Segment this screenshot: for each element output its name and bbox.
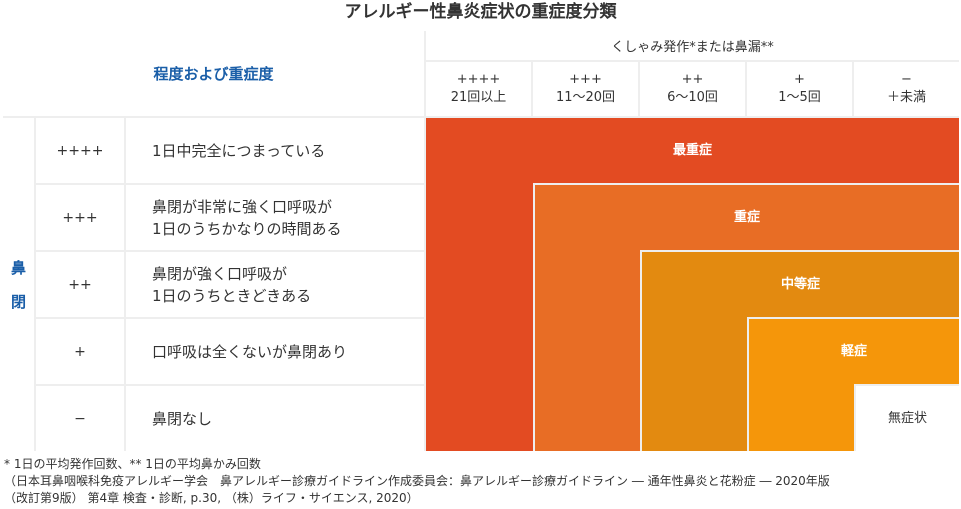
severity-table: 程度および重症度 くしゃみ発作*または鼻漏** ++++ 21回以上 +++ 1… [3, 31, 959, 451]
row-symbol: +++ [36, 185, 124, 250]
row-symbol: ++++ [36, 118, 124, 183]
column-header: ++ 6〜10回 [640, 62, 745, 116]
row-symbol: ++ [36, 252, 124, 317]
column-range: 21回以上 [450, 90, 507, 105]
column-range: ＋未満 [886, 90, 926, 105]
row-symbol: − [36, 386, 124, 451]
column-range: 11〜20回 [555, 90, 616, 105]
column-range: 1〜5回 [778, 90, 821, 105]
row-description: 鼻閉なし [126, 386, 424, 451]
footnote-definition: * 1日の平均発作回数、** 1日の平均鼻かみ回数 [4, 457, 261, 471]
column-header: − ＋未満 [854, 62, 959, 116]
column-header: ++++ 21回以上 [426, 62, 531, 116]
column-range: 6〜10回 [667, 90, 718, 105]
column-header: +++ 11〜20回 [533, 62, 638, 116]
degree-header: 程度および重症度 [3, 31, 424, 116]
row-description: 鼻閉が強く口呼吸が 1日のうちときどきある [126, 252, 424, 317]
page-title: アレルギー性鼻炎症状の重症度分類 [344, 2, 617, 22]
column-header: + 1〜5回 [747, 62, 852, 116]
severity-none: 無症状 [854, 384, 959, 451]
column-symbol: − [901, 72, 912, 87]
footnote-source-cont: （改訂第9版） 第4章 検査・診断, p.30, （株）ライフ・サイエンス, 2… [4, 491, 419, 505]
column-symbol: ++ [681, 72, 704, 87]
column-symbol: +++ [569, 72, 602, 87]
row-symbol: + [36, 319, 124, 384]
sneeze-header: くしゃみ発作*または鼻漏** [426, 31, 959, 60]
nasal-obstruction-label: 鼻 閉 [3, 118, 34, 451]
footnote-source: （日本耳鼻咽喉科免疫アレルギー学会 鼻アレルギー診療ガイドライン作成委員会：鼻ア… [4, 474, 830, 488]
row-description: 1日中完全につまっている [126, 118, 424, 183]
column-symbol: ++++ [456, 72, 501, 87]
column-symbol: + [794, 72, 805, 87]
row-description: 鼻閉が非常に強く口呼吸が 1日のうちかなりの時間ある [126, 185, 424, 250]
row-description: 口呼吸は全くないが鼻閉あり [126, 319, 424, 384]
